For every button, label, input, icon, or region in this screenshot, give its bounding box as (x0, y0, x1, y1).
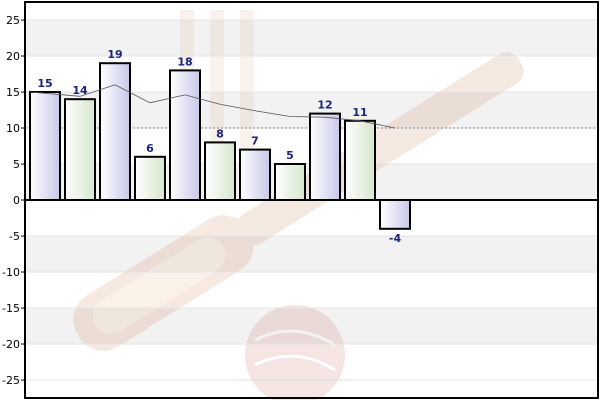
bar (274, 163, 306, 201)
background-band (25, 236, 598, 272)
plot-frame (24, 1, 599, 399)
bar (99, 62, 131, 202)
data-label: 11 (352, 106, 367, 119)
y-tick-label: -15 (2, 302, 20, 315)
background-band (25, 20, 598, 56)
trend-line (29, 84, 396, 129)
y-tick-label: 5 (13, 158, 20, 171)
bars-group (29, 62, 411, 230)
y-tick-label: 0 (13, 194, 20, 207)
background-band (25, 272, 598, 308)
data-label: 7 (251, 135, 259, 148)
bar (309, 112, 341, 201)
bar (239, 148, 271, 202)
y-tick-label: -5 (9, 230, 20, 243)
data-label: 8 (216, 127, 224, 140)
bar (379, 199, 411, 230)
y-axis-tick-labels: -25 -20 -15 -10 -5 0 5 10 15 20 25 (2, 14, 25, 387)
bar (344, 119, 376, 201)
data-label: 14 (72, 84, 88, 97)
y-tick-label: 10 (6, 122, 20, 135)
data-label: -4 (389, 232, 402, 245)
background-band (25, 200, 598, 236)
y-tick-label: -20 (2, 338, 20, 351)
bar (29, 91, 61, 201)
cricket-bat-and-ball-watermark-icon (73, 10, 524, 400)
background-band (25, 308, 598, 344)
bar (134, 155, 166, 202)
data-label: 18 (177, 55, 192, 68)
background-band (25, 344, 598, 380)
y-tick-label: 15 (6, 86, 20, 99)
data-labels-group: 15 14 19 6 18 8 7 5 12 11 -4 (37, 48, 401, 245)
y-tick-label: -25 (2, 374, 20, 387)
data-label: 12 (317, 99, 332, 112)
bar (64, 98, 96, 201)
data-label: 6 (146, 142, 154, 155)
y-tick-label: 25 (6, 14, 20, 27)
background-band (25, 2, 598, 20)
bar (169, 69, 201, 202)
data-label: 5 (286, 149, 294, 162)
y-tick-label: -10 (2, 266, 20, 279)
data-label: 15 (37, 77, 52, 90)
y-tick-label: 20 (6, 50, 20, 63)
bar (204, 141, 236, 201)
data-label: 19 (107, 48, 122, 61)
